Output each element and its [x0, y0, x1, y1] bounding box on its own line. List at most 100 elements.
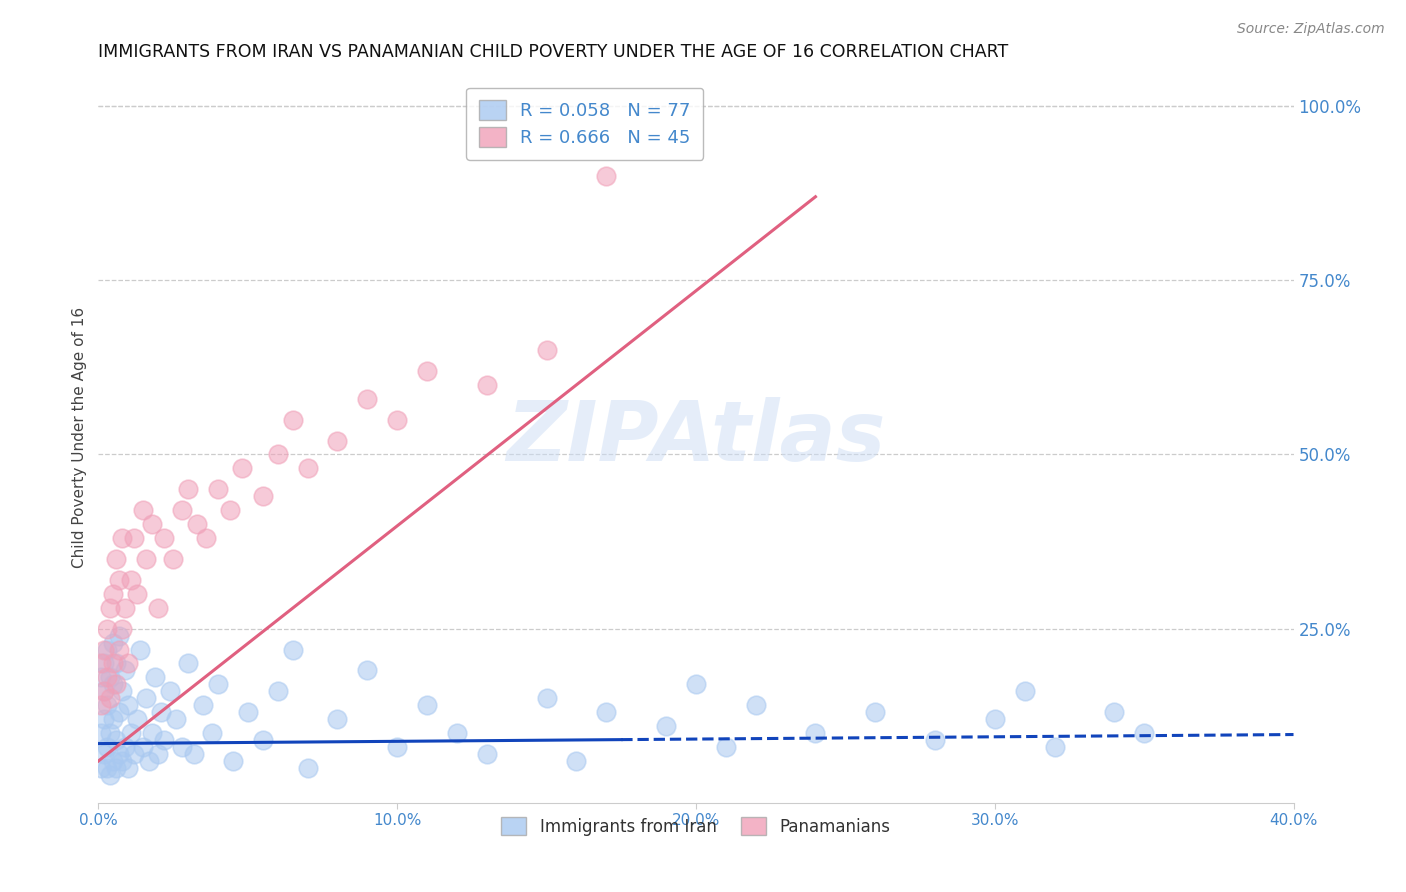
Point — [267, 684, 290, 698]
Point — [1043, 740, 1066, 755]
Point — [98, 600, 122, 615]
Point — [132, 503, 155, 517]
Point — [103, 712, 125, 726]
Point — [267, 448, 290, 462]
Point — [153, 733, 176, 747]
Point — [143, 670, 166, 684]
Point — [219, 503, 242, 517]
Point — [595, 705, 617, 719]
Point — [93, 684, 115, 698]
Point — [108, 642, 131, 657]
Point — [135, 691, 157, 706]
Point — [98, 691, 122, 706]
Point — [297, 761, 319, 775]
Point — [103, 677, 125, 691]
Point — [281, 642, 304, 657]
Point — [135, 552, 157, 566]
Point — [127, 587, 149, 601]
Point — [385, 412, 409, 426]
Point — [141, 726, 163, 740]
Point — [93, 712, 115, 726]
Point — [138, 754, 160, 768]
Point — [565, 754, 588, 768]
Point — [96, 642, 118, 657]
Point — [191, 698, 214, 713]
Point — [326, 712, 349, 726]
Point — [117, 698, 139, 713]
Point — [685, 677, 707, 691]
Point — [297, 461, 319, 475]
Point — [595, 169, 617, 183]
Point — [475, 377, 498, 392]
Point — [141, 517, 163, 532]
Point — [93, 747, 115, 761]
Point — [117, 761, 139, 775]
Point — [90, 761, 112, 775]
Point — [129, 642, 152, 657]
Point — [416, 364, 439, 378]
Point — [172, 740, 194, 755]
Point — [111, 754, 134, 768]
Point — [536, 691, 558, 706]
Point — [326, 434, 349, 448]
Point — [148, 747, 170, 761]
Point — [96, 740, 118, 755]
Point — [356, 664, 378, 678]
Point — [90, 670, 112, 684]
Point — [117, 657, 139, 671]
Text: Source: ZipAtlas.com: Source: ZipAtlas.com — [1237, 22, 1385, 37]
Point — [90, 657, 112, 671]
Point — [865, 705, 887, 719]
Point — [114, 600, 136, 615]
Point — [124, 747, 146, 761]
Point — [1014, 684, 1036, 698]
Point — [177, 483, 200, 497]
Text: ZIPAtlas: ZIPAtlas — [506, 397, 886, 477]
Point — [93, 657, 115, 671]
Point — [745, 698, 768, 713]
Point — [536, 343, 558, 357]
Point — [201, 726, 224, 740]
Point — [150, 705, 173, 719]
Point — [195, 531, 218, 545]
Point — [231, 461, 253, 475]
Point — [127, 712, 149, 726]
Point — [148, 600, 170, 615]
Point — [120, 573, 142, 587]
Point — [132, 740, 155, 755]
Legend: Immigrants from Iran, Panamanians: Immigrants from Iran, Panamanians — [491, 807, 901, 846]
Point — [111, 531, 134, 545]
Point — [93, 642, 115, 657]
Point — [162, 552, 184, 566]
Point — [98, 726, 122, 740]
Point — [804, 726, 827, 740]
Point — [90, 726, 112, 740]
Point — [105, 657, 128, 671]
Point — [416, 698, 439, 713]
Point — [924, 733, 946, 747]
Point — [252, 489, 274, 503]
Point — [90, 698, 112, 713]
Point — [103, 657, 125, 671]
Point — [105, 761, 128, 775]
Point — [714, 740, 737, 755]
Point — [98, 768, 122, 782]
Point — [165, 712, 187, 726]
Point — [281, 412, 304, 426]
Point — [96, 761, 118, 775]
Point — [108, 747, 131, 761]
Point — [356, 392, 378, 406]
Y-axis label: Child Poverty Under the Age of 16: Child Poverty Under the Age of 16 — [72, 307, 87, 567]
Point — [984, 712, 1007, 726]
Point — [159, 684, 181, 698]
Point — [153, 531, 176, 545]
Point — [108, 629, 131, 643]
Point — [96, 698, 118, 713]
Point — [475, 747, 498, 761]
Point — [1133, 726, 1156, 740]
Point — [236, 705, 259, 719]
Point — [96, 670, 118, 684]
Point — [93, 684, 115, 698]
Point — [177, 657, 200, 671]
Point — [111, 622, 134, 636]
